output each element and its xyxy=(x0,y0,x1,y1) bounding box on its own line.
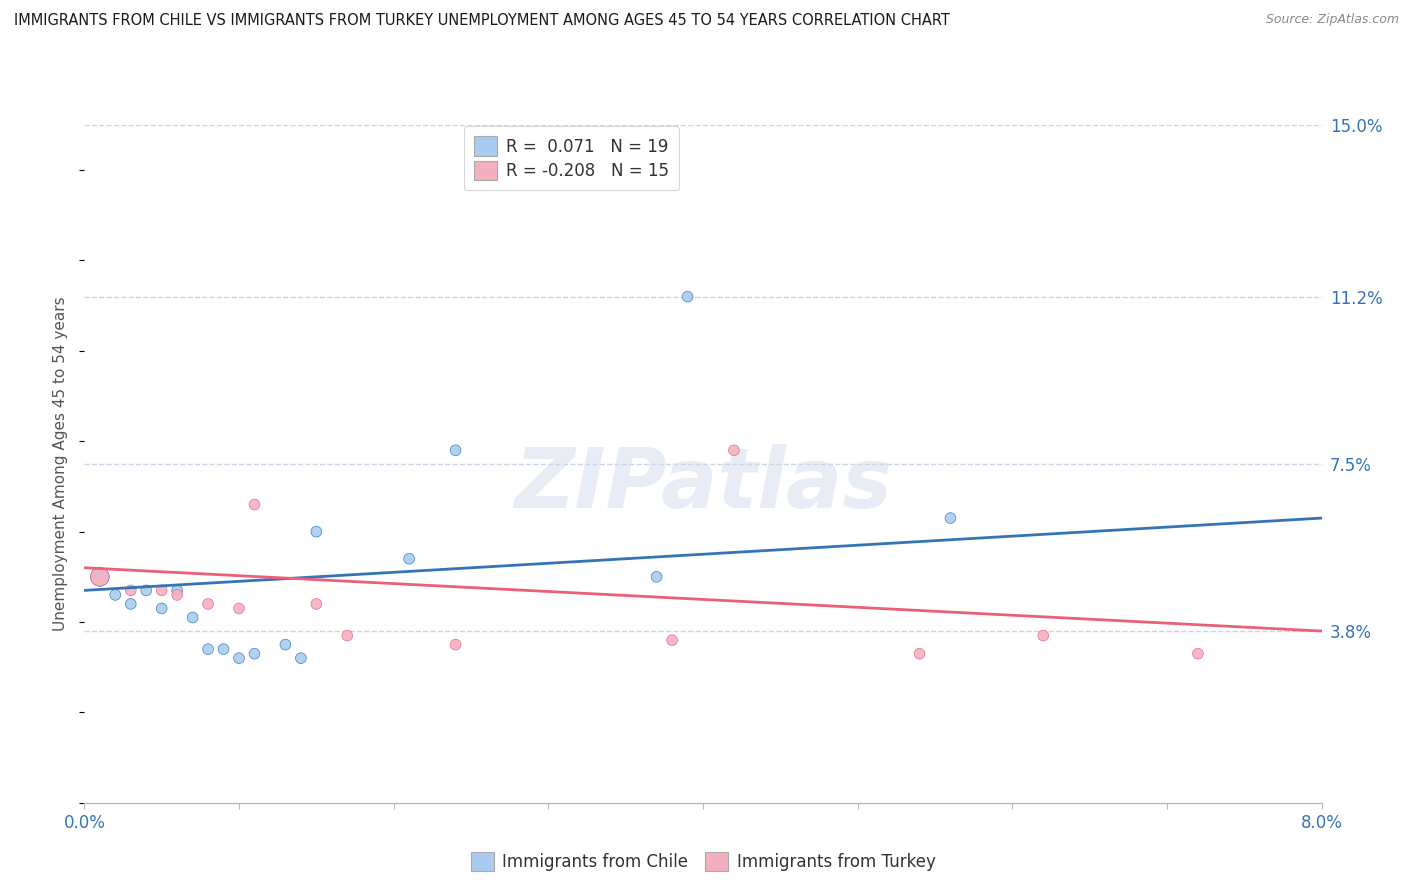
Point xyxy=(645,570,668,584)
Point xyxy=(939,511,962,525)
Point xyxy=(89,570,111,584)
Point xyxy=(908,647,931,661)
Point xyxy=(228,601,250,615)
Point xyxy=(150,601,173,615)
Point xyxy=(197,597,219,611)
Point xyxy=(89,570,111,584)
Point xyxy=(120,597,142,611)
Point xyxy=(290,651,312,665)
Text: Source: ZipAtlas.com: Source: ZipAtlas.com xyxy=(1265,13,1399,27)
Point xyxy=(336,629,359,643)
Point xyxy=(135,583,157,598)
Y-axis label: Unemployment Among Ages 45 to 54 years: Unemployment Among Ages 45 to 54 years xyxy=(53,296,69,632)
Point xyxy=(212,642,235,657)
Point xyxy=(181,610,204,624)
Point xyxy=(305,524,328,539)
Point xyxy=(444,638,467,652)
Point xyxy=(150,583,173,598)
Point xyxy=(1187,647,1209,661)
Point xyxy=(120,583,142,598)
Point xyxy=(1032,629,1054,643)
Point xyxy=(197,642,219,657)
Text: ZIPatlas: ZIPatlas xyxy=(515,443,891,524)
Point xyxy=(104,588,127,602)
Point xyxy=(166,583,188,598)
Point xyxy=(398,551,420,566)
Point xyxy=(243,498,266,512)
Point xyxy=(166,588,188,602)
Point xyxy=(274,638,297,652)
Point xyxy=(723,443,745,458)
Legend: Immigrants from Chile, Immigrants from Turkey: Immigrants from Chile, Immigrants from T… xyxy=(463,843,943,880)
Legend: R =  0.071   N = 19, R = -0.208   N = 15: R = 0.071 N = 19, R = -0.208 N = 15 xyxy=(464,127,679,190)
Point xyxy=(305,597,328,611)
Point xyxy=(228,651,250,665)
Point xyxy=(243,647,266,661)
Point xyxy=(676,290,699,304)
Point xyxy=(661,633,683,648)
Text: IMMIGRANTS FROM CHILE VS IMMIGRANTS FROM TURKEY UNEMPLOYMENT AMONG AGES 45 TO 54: IMMIGRANTS FROM CHILE VS IMMIGRANTS FROM… xyxy=(14,13,950,29)
Point xyxy=(444,443,467,458)
